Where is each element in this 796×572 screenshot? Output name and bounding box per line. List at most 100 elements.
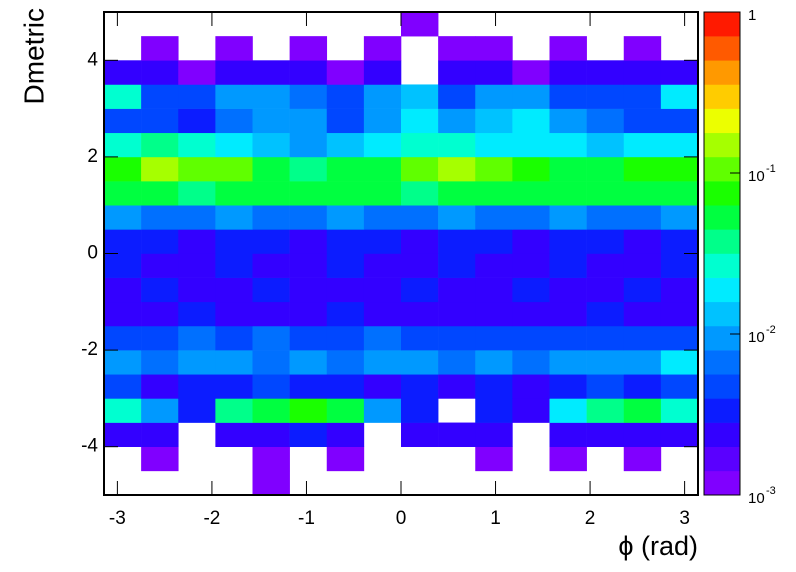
cell [623,446,662,472]
cell [586,205,625,230]
cell [475,253,513,278]
cell [623,156,662,182]
cell [586,229,625,254]
cell [401,253,439,278]
x-tick-label: -3 [109,508,126,529]
cell [549,229,587,254]
x-tick-label: 1 [490,508,501,529]
cell [549,301,587,327]
color-bar-step [704,36,740,61]
cell [104,84,142,109]
cell [475,229,513,254]
cell [363,132,402,158]
cell [438,325,476,351]
cell [104,108,142,134]
cell [252,374,290,399]
cell [586,253,625,278]
cell [252,446,290,472]
cell [475,374,513,399]
cell [363,36,402,61]
cell [512,181,550,206]
cell [438,301,476,327]
color-bar-step [704,301,740,327]
cell [586,325,625,351]
cell [215,253,253,278]
cell [438,374,476,399]
cell [438,84,476,109]
cell [326,446,365,472]
cell [438,229,476,254]
cell [475,205,513,230]
cell [660,84,699,109]
cell [178,84,216,109]
cell [215,422,253,447]
cell [438,277,476,303]
cell [512,277,550,303]
cell [623,374,662,399]
cell [178,277,216,303]
cell [141,446,179,472]
cell [326,108,365,134]
cell [549,398,587,423]
cell [475,350,513,375]
cell [252,60,290,85]
cell [252,84,290,109]
cell [586,277,625,303]
cell [660,205,699,230]
z-tick-label: 10 [748,329,765,346]
cell [178,60,216,85]
cell [104,277,142,303]
cell [215,60,253,85]
cell [475,60,513,85]
cell [104,60,142,85]
color-bar-step [704,12,740,37]
cell [438,350,476,375]
cell [623,229,662,254]
cell [512,325,550,351]
color-bar-step [704,108,740,134]
cell [660,132,699,158]
cell [475,301,513,327]
cell [215,36,253,61]
cell [660,108,699,134]
cell [326,181,365,206]
cell [623,325,662,351]
cell [178,156,216,182]
cell [512,301,550,327]
cell [289,325,328,351]
cell [438,60,476,85]
cell [549,374,587,399]
cell [215,84,253,109]
cell [326,301,365,327]
cell [475,132,513,158]
cell [660,350,699,375]
cell [289,253,328,278]
cell [512,229,550,254]
cell [252,253,290,278]
cell [141,60,179,85]
cell [326,398,365,423]
cell [141,229,179,254]
cell [326,156,365,182]
cell [623,132,662,158]
color-bar-step [704,181,740,206]
cell [363,205,402,230]
cell [289,350,328,375]
cell [141,422,179,447]
cell [549,205,587,230]
cell [512,205,550,230]
cell [660,60,699,85]
cell [660,253,699,278]
cell [104,422,142,447]
cell [104,132,142,158]
cell [660,398,699,423]
cell [104,301,142,327]
cell [401,277,439,303]
z-tick-label: 10 [748,168,765,185]
cell [289,374,328,399]
cell [252,422,290,447]
cell [438,422,476,447]
cell [363,156,402,182]
cell [363,374,402,399]
z-tick-label: 10 [748,490,765,507]
